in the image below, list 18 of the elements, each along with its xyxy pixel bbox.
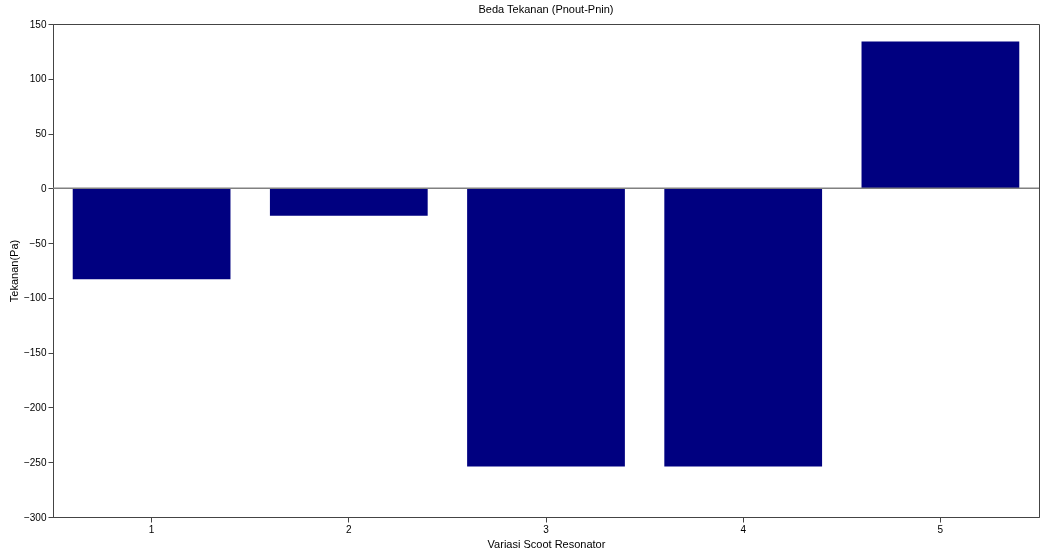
y-tick-label: −150	[23, 347, 47, 359]
chart-title: Beda Tekanan (Pnout-Pnin)	[478, 3, 614, 15]
y-tick-label: −200	[23, 401, 47, 413]
x-tick-label: 1	[148, 523, 155, 535]
x-tick-label: 3	[543, 523, 550, 535]
y-tick-label: 50	[35, 128, 47, 140]
x-tick-label: 2	[346, 523, 353, 535]
y-tick-label: 150	[29, 18, 47, 30]
y-tick-label: 0	[40, 182, 47, 194]
y-tick-label: −300	[23, 511, 47, 523]
y-tick-label: −50	[29, 237, 47, 249]
x-tick-label: 4	[740, 523, 747, 535]
y-tick-label: 100	[29, 73, 47, 85]
x-axis-title: Variasi Scoot Resonator	[487, 537, 606, 550]
y-tick-label: −250	[23, 456, 47, 468]
y-tick-label: −100	[23, 292, 47, 304]
y-axis-title: Tekanan(Pa)	[7, 239, 20, 303]
x-tick-label: 5	[937, 523, 944, 535]
